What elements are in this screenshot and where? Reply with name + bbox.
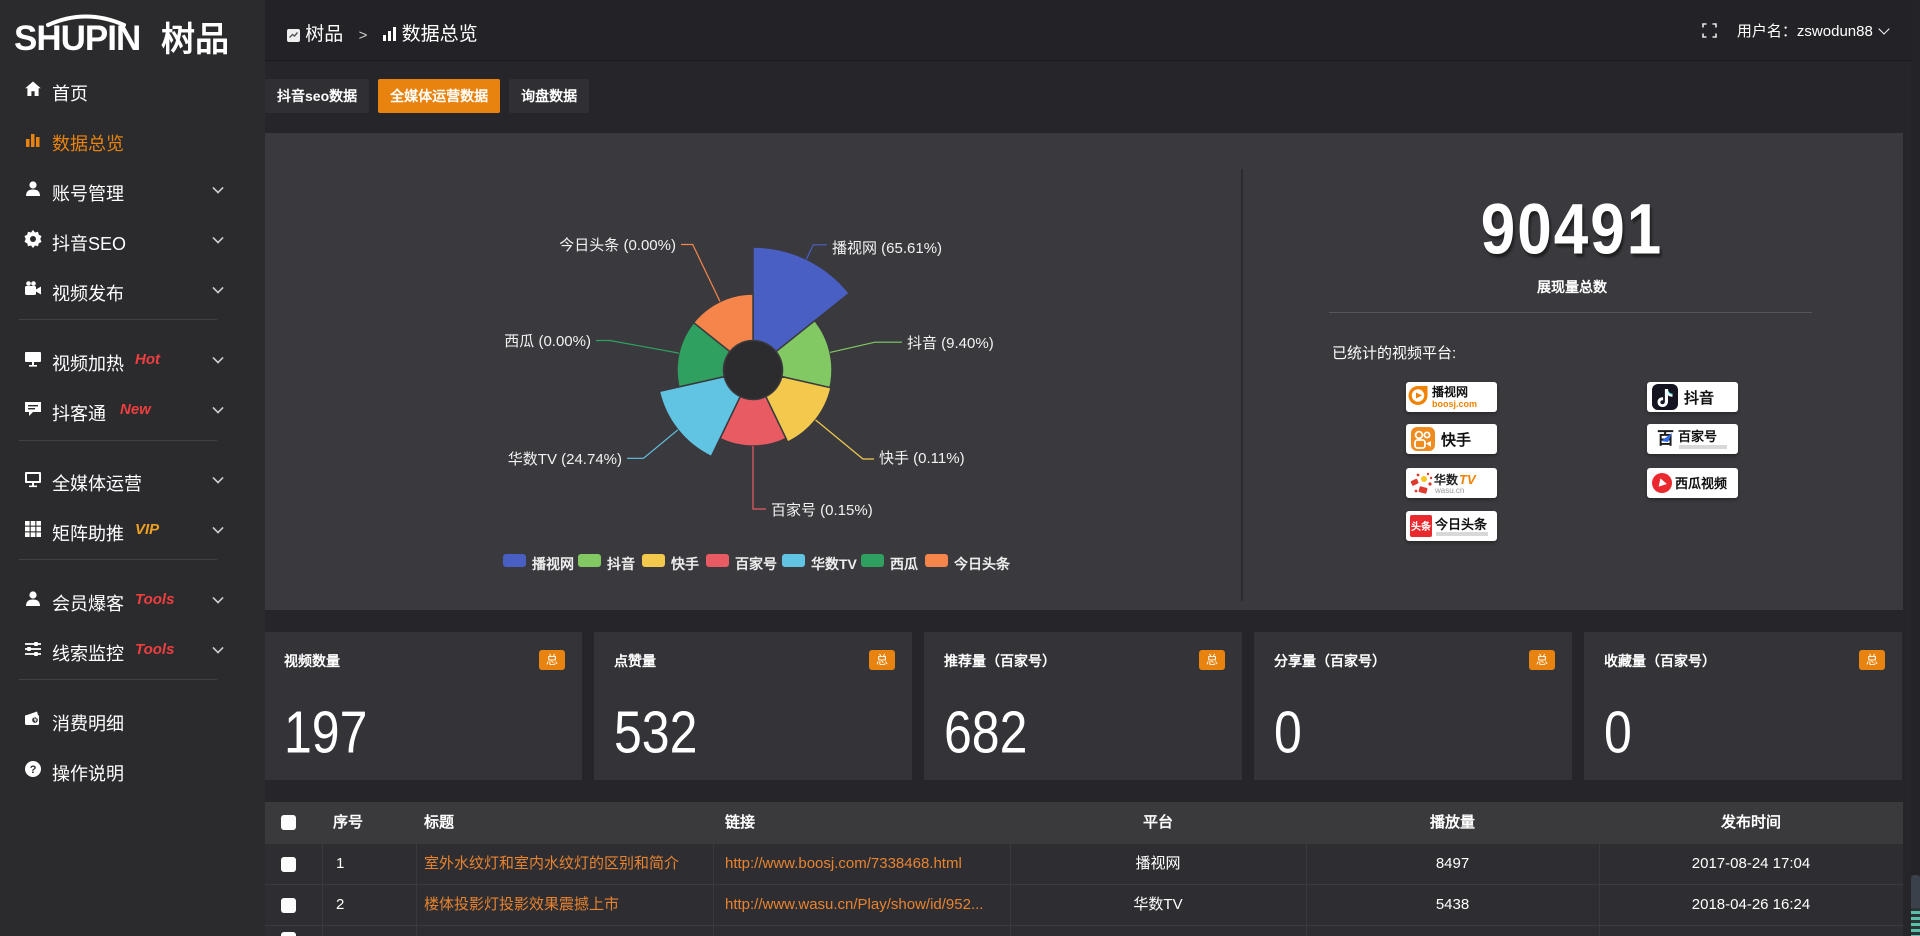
svg-text:抖音 (9.40%): 抖音 (9.40%) (907, 335, 994, 352)
svg-text:¥: ¥ (34, 718, 38, 724)
svg-text:百家号: 百家号 (1678, 429, 1717, 444)
svg-text:西瓜视频: 西瓜视频 (1675, 476, 1727, 491)
svg-text:boosj.com: boosj.com (1432, 399, 1477, 409)
svg-text:快手: 快手 (1441, 431, 1471, 449)
svg-text:树品: 树品 (161, 21, 229, 59)
svg-text:华数: 华数 (1434, 472, 1459, 487)
svg-text:SHUPIN: SHUPIN (14, 19, 140, 58)
svg-text:抖音: 抖音 (1684, 389, 1714, 407)
svg-text:快手 (0.11%): 快手 (0.11%) (879, 450, 965, 467)
svg-text:今日头条: 今日头条 (1434, 517, 1488, 532)
svg-text:今日头条 (0.00%): 今日头条 (0.00%) (559, 237, 676, 254)
svg-text:播视网 (65.61%): 播视网 (65.61%) (832, 240, 942, 257)
svg-text:百家号 (0.15%): 百家号 (0.15%) (771, 502, 873, 519)
svg-text:?: ? (30, 764, 37, 776)
svg-text:华数TV (24.74%): 华数TV (24.74%) (508, 451, 622, 468)
svg-text:播视网: 播视网 (1432, 384, 1468, 399)
svg-text:西瓜 (0.00%): 西瓜 (0.00%) (504, 333, 591, 350)
svg-text:wasu.cn: wasu.cn (1434, 486, 1464, 495)
svg-text:头条: 头条 (1411, 520, 1432, 533)
svg-text:TV: TV (1459, 472, 1477, 487)
